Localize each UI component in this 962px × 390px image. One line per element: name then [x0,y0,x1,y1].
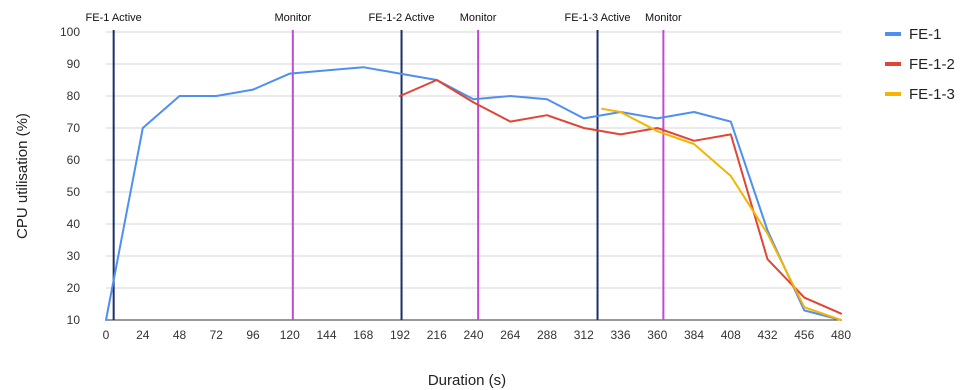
series-lines [105,66,842,321]
x-tick-label: 288 [537,328,557,342]
y-tick-label: 100 [60,25,80,39]
x-tick-label: 192 [390,328,410,342]
x-tick-label: 72 [210,328,224,342]
legend-label: FE-1 [909,26,942,43]
y-tick-label: 90 [67,57,81,71]
x-axis-title: Duration (s) [428,372,506,389]
x-tick-label: 144 [316,328,336,342]
y-tick-label: 20 [67,281,81,295]
annotation-label: FE-1-3 Active [565,12,631,24]
x-tick-label: 312 [574,328,594,342]
legend-label: FE-1-2 [909,56,955,73]
x-tick-label: 456 [794,328,814,342]
x-tick-label: 24 [136,328,150,342]
x-tick-label: 96 [246,328,260,342]
y-axis-title: CPU utilisation (%) [14,113,31,239]
annotation-label: FE-1 Active [86,12,142,24]
legend-label: FE-1-3 [909,86,955,103]
series-line [105,66,842,321]
axis-ticks: 10 20 30 40 50 60 70 80 90 100 0 24 48 72 96 120 144 168 1… [60,25,851,342]
annotation-label: Monitor [645,12,682,24]
series-line [601,107,842,321]
x-tick-label: 432 [757,328,777,342]
x-tick-label: 48 [173,328,187,342]
y-tick-label: 50 [67,185,81,199]
x-tick-label: 216 [427,328,447,342]
x-tick-label: 408 [721,328,741,342]
x-tick-label: 120 [280,328,300,342]
gridlines [106,31,841,321]
x-tick-label: 336 [610,328,630,342]
y-tick-label: 70 [67,121,81,135]
x-tick-label: 360 [647,328,667,342]
x-tick-label: 480 [831,328,851,342]
legend: FE-1 FE-1-2 FE-1-3 [885,26,955,103]
annotation-label: FE-1-2 Active [369,12,435,24]
annotation-label: Monitor [460,12,497,24]
x-tick-label: 384 [684,328,704,342]
y-tick-label: 10 [67,313,81,327]
annotation-lines: FE-1 Active Monitor FE-1-2 Active Monitor FE… [86,12,682,320]
y-tick-label: 60 [67,153,81,167]
x-tick-label: 168 [353,328,373,342]
x-tick-label: 240 [463,328,483,342]
x-tick-label: 0 [103,328,110,342]
x-tick-label: 264 [500,328,520,342]
y-tick-label: 40 [67,217,81,231]
y-tick-label: 80 [67,89,81,103]
annotation-label: Monitor [274,12,311,24]
series-line [399,79,842,315]
y-tick-label: 30 [67,249,81,263]
